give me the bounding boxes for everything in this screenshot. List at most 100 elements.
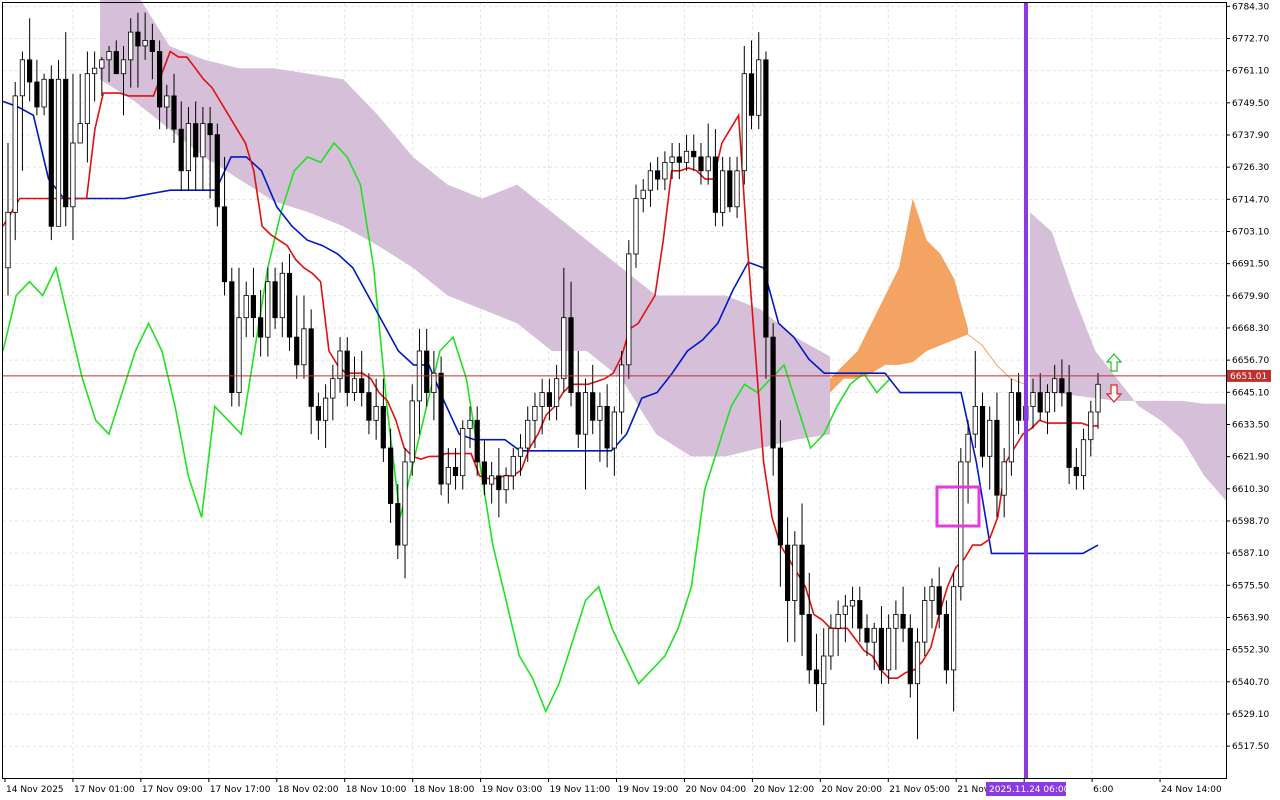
candle-body-bullish bbox=[243, 295, 249, 319]
candle-body-bullish bbox=[1095, 383, 1101, 413]
candle-body-bearish bbox=[676, 156, 682, 163]
candle-body-bearish bbox=[380, 405, 386, 449]
candle bbox=[243, 281, 249, 338]
y-tick-label: 6645.10 bbox=[1232, 388, 1269, 398]
candle bbox=[951, 572, 957, 712]
candle bbox=[99, 57, 105, 96]
candle-body-bearish bbox=[113, 51, 119, 75]
candle bbox=[669, 143, 675, 180]
y-tick-label: 6598.70 bbox=[1232, 517, 1269, 527]
candle bbox=[315, 392, 322, 440]
candle bbox=[532, 392, 538, 449]
candle-body-bullish bbox=[409, 400, 415, 463]
candle bbox=[128, 18, 134, 88]
candle bbox=[250, 267, 256, 338]
candle-body-bullish bbox=[1030, 392, 1036, 407]
x-tick-label: 17 Nov 09:00 bbox=[142, 785, 203, 795]
buy-arrow-icon bbox=[1105, 353, 1123, 372]
candle bbox=[785, 517, 791, 643]
x-tick-label: 19 Nov 03:00 bbox=[482, 785, 543, 795]
plot-frame bbox=[2, 2, 1227, 779]
candle bbox=[286, 253, 293, 351]
candle bbox=[727, 156, 733, 213]
candle-body-bullish bbox=[647, 170, 654, 191]
candle bbox=[257, 289, 264, 357]
candle bbox=[1001, 448, 1007, 518]
x-tick-label: 20 Nov 04:00 bbox=[685, 785, 746, 795]
candle-body-bullish bbox=[120, 59, 127, 75]
candle bbox=[84, 51, 90, 163]
candle bbox=[308, 309, 314, 435]
candle-body-bearish bbox=[936, 586, 942, 615]
candle-body-bearish bbox=[207, 123, 213, 136]
kumo-band bbox=[100, 0, 830, 457]
x-tick-label: 21 Nov 05:00 bbox=[889, 785, 950, 795]
candle-body-bearish bbox=[229, 281, 235, 394]
candle bbox=[705, 123, 711, 185]
candle-body-bullish bbox=[893, 614, 899, 629]
candle bbox=[366, 373, 372, 435]
x-tick-label: 17 Nov 17:00 bbox=[210, 785, 271, 795]
candle bbox=[994, 392, 1000, 518]
highlight-box bbox=[935, 485, 981, 528]
candle-body-bullish bbox=[640, 189, 646, 199]
candle-body-bearish bbox=[214, 134, 220, 208]
y-tick-label: 6587.10 bbox=[1232, 549, 1269, 559]
current-price-tag-bg bbox=[1227, 369, 1271, 382]
candle bbox=[207, 106, 213, 199]
candle bbox=[214, 123, 220, 227]
candle bbox=[662, 151, 668, 191]
x-tick-label: 18 Nov 18:00 bbox=[414, 785, 475, 795]
y-tick-label: 6621.90 bbox=[1232, 453, 1269, 463]
candle-body-bullish bbox=[351, 378, 358, 394]
candle bbox=[26, 18, 33, 102]
candle-body-bearish bbox=[474, 419, 480, 463]
y-tick-label: 6703.10 bbox=[1232, 227, 1269, 237]
candle-body-bearish bbox=[590, 392, 596, 421]
y-tick-label: 6552.30 bbox=[1232, 646, 1269, 656]
candle bbox=[871, 622, 877, 670]
candle-body-bearish bbox=[900, 614, 906, 629]
candle bbox=[929, 578, 935, 629]
candle bbox=[481, 439, 488, 496]
candle bbox=[402, 448, 408, 579]
candle bbox=[936, 567, 942, 629]
candle-body-bearish bbox=[546, 392, 553, 407]
candle bbox=[633, 184, 639, 268]
candle bbox=[647, 162, 654, 207]
candle-body-bearish bbox=[770, 336, 776, 449]
candle-body-bearish bbox=[748, 73, 755, 116]
candle-body-bearish bbox=[250, 295, 256, 319]
candle bbox=[900, 586, 906, 643]
x-tick-label: 17 Nov 01:00 bbox=[74, 785, 135, 795]
candle-body-bearish bbox=[308, 328, 314, 407]
candle-body-bullish bbox=[185, 123, 191, 172]
candle bbox=[698, 143, 704, 185]
candles bbox=[5, 12, 1101, 740]
senkou-line-tail bbox=[967, 334, 1026, 385]
candle-body-bullish bbox=[510, 455, 516, 477]
candle bbox=[676, 143, 682, 180]
candle-body-bullish bbox=[842, 605, 848, 615]
candle bbox=[113, 40, 119, 75]
candle bbox=[914, 628, 921, 740]
candle bbox=[178, 101, 184, 191]
candle-body-bullish bbox=[106, 51, 112, 61]
candle-body-bullish bbox=[1008, 392, 1015, 463]
candle-body-bullish bbox=[164, 95, 170, 108]
candle bbox=[221, 156, 228, 296]
candle-body-bullish bbox=[821, 655, 827, 685]
candle-body-bullish bbox=[792, 544, 798, 601]
x-tick-label: 18 Nov 10:00 bbox=[346, 785, 407, 795]
candle bbox=[48, 65, 54, 241]
candle bbox=[395, 484, 401, 559]
candle-body-bearish bbox=[806, 614, 812, 671]
candle-body-bearish bbox=[452, 466, 459, 477]
candle-body-bullish bbox=[5, 211, 11, 269]
candle bbox=[907, 614, 913, 698]
candle bbox=[943, 600, 950, 684]
candle bbox=[958, 448, 964, 601]
candle bbox=[156, 40, 163, 130]
candle bbox=[893, 600, 899, 670]
